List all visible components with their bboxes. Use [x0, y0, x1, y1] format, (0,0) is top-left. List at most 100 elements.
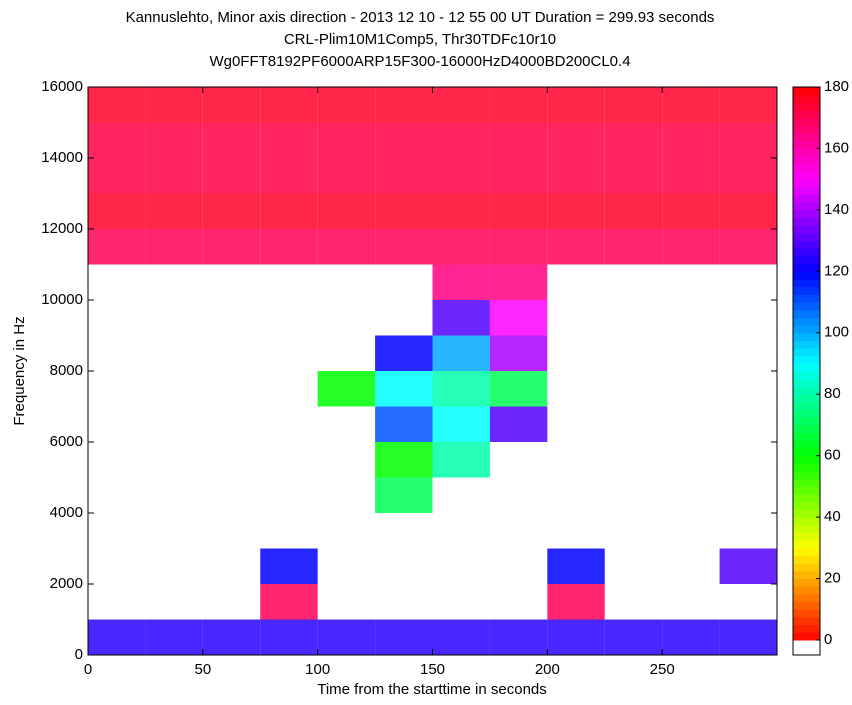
heatmap-cell [260, 229, 318, 265]
colorbar-frame [792, 86, 821, 656]
heatmap-cell [719, 548, 777, 584]
heatmap-cell [145, 122, 203, 158]
colorbar-segment [793, 386, 820, 395]
heatmap-cell [547, 229, 605, 265]
colorbar-segment [793, 271, 820, 280]
x-tick-label: 0 [84, 661, 92, 678]
heatmap-cell [145, 619, 203, 655]
colorbar-segment [793, 624, 820, 633]
heatmap-cell [547, 193, 605, 229]
heatmap-cell [432, 122, 490, 158]
heatmap-cell [719, 87, 777, 123]
heatmap-cell [662, 619, 720, 655]
heatmap-cell [375, 122, 433, 158]
colorbar-segment [793, 140, 820, 149]
heatmap-cell [317, 229, 376, 265]
colorbar-segment [793, 355, 820, 364]
colorbar-segment [793, 586, 820, 595]
heatmap-cell [432, 158, 490, 194]
heatmap-cell [260, 158, 318, 194]
colorbar-tick-label: 140 [824, 201, 849, 218]
heatmap-cell [432, 406, 490, 442]
colorbar-tick-label: 0 [824, 631, 832, 648]
heatmap-cell [489, 619, 548, 655]
colorbar-segment [793, 255, 820, 265]
colorbar-segment [793, 217, 820, 226]
heatmap-cell [260, 548, 318, 584]
heatmap-cell [432, 229, 490, 265]
colorbar-segment [793, 263, 820, 272]
colorbar-tick-label: 20 [824, 570, 841, 587]
heatmap-cell [432, 264, 490, 300]
heatmap-cell [317, 371, 376, 407]
y-tick-label: 2000 [50, 575, 83, 592]
heatmap-cell [375, 477, 433, 513]
colorbar-tick-label: 160 [824, 139, 849, 156]
colorbar-segment [793, 593, 820, 603]
colorbar-segment [793, 194, 820, 203]
colorbar-segment [793, 317, 820, 326]
heatmap-cell [88, 193, 146, 229]
colorbar-tick-label: 80 [824, 385, 841, 402]
colorbar-segment [793, 286, 820, 295]
heatmap-cell [432, 335, 490, 371]
colorbar-segment [793, 102, 820, 111]
heatmap-cell [432, 442, 490, 478]
heatmap-cell [375, 229, 433, 265]
x-tick-label: 150 [420, 661, 445, 678]
heatmap-cell [375, 371, 433, 407]
heatmap-cell [604, 619, 663, 655]
heatmap-cell [489, 229, 548, 265]
y-tick-label: 0 [75, 646, 83, 663]
heatmap-cell [202, 158, 261, 194]
heatmap-cell [604, 158, 663, 194]
heatmap-cell [375, 619, 433, 655]
heatmap-cell [145, 158, 203, 194]
colorbar-segment [793, 156, 820, 165]
colorbar-segment [793, 478, 820, 487]
heatmap-cell [88, 158, 146, 194]
colorbar-segment [793, 240, 820, 249]
heatmap-cell [604, 122, 663, 158]
colorbar-segment [793, 133, 820, 142]
colorbar-segment [793, 394, 820, 403]
colorbar-segment [793, 547, 820, 557]
heatmap-cell [202, 193, 261, 229]
heatmap-cell [375, 335, 433, 371]
heatmap-cell [547, 122, 605, 158]
colorbar-segment [793, 171, 820, 180]
heatmap-cell [145, 229, 203, 265]
colorbar-segment [793, 555, 820, 564]
colorbar-segment [793, 325, 820, 334]
colorbar-segment [793, 209, 820, 219]
heatmap-cell [88, 122, 146, 158]
colorbar-segment [793, 501, 820, 510]
chart-title: CRL-Plim10M1Comp5, Thr30TDFc10r10 [284, 31, 556, 48]
heatmap-cell [432, 193, 490, 229]
colorbar-segment [793, 371, 820, 380]
heatmap-cell [375, 406, 433, 442]
heatmap-cell [202, 122, 261, 158]
heatmap-cell [662, 229, 720, 265]
heatmap-cell [489, 87, 548, 123]
colorbar-segment [793, 340, 820, 349]
heatmap-cell [662, 87, 720, 123]
heatmap-cell [489, 264, 548, 300]
heatmap-cell [489, 371, 548, 407]
y-tick-label: 10000 [41, 291, 83, 308]
chart-title: Wg0FFT8192PF6000ARP15F300-16000HzD4000BD… [209, 53, 630, 70]
colorbar-segment [793, 563, 820, 572]
heatmap-cell [604, 193, 663, 229]
colorbar-segment [793, 509, 820, 518]
heatmap-cell [145, 87, 203, 123]
colorbar-segment [793, 578, 820, 587]
heatmap-cell [260, 619, 318, 655]
colorbar-segment [793, 455, 820, 464]
colorbar-segment [793, 494, 820, 503]
y-axis-label: Frequency in Hz [11, 316, 28, 425]
heatmap-cell [260, 122, 318, 158]
colorbar-segment [793, 279, 820, 288]
colorbar-segment [793, 601, 820, 610]
colorbar-segment [793, 163, 820, 172]
